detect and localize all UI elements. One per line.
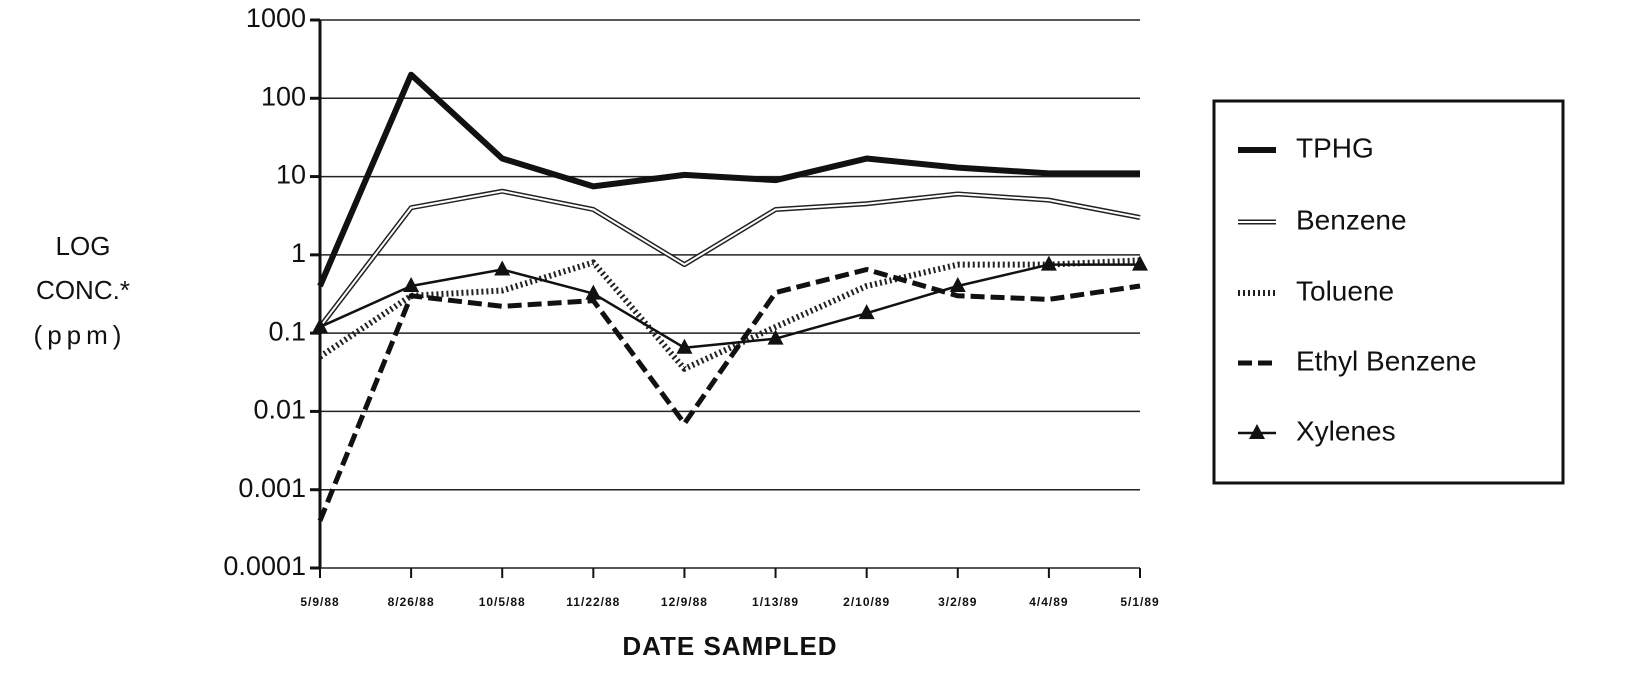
y-axis-label: CONC.* [36,275,130,305]
marker [1040,255,1057,271]
marker [949,277,966,293]
y-axis-label: (ppm) [34,320,127,350]
y-tick-label: 0.01 [253,395,306,425]
series-line [317,71,1140,288]
series-line-inner [319,190,1141,328]
series-line [318,188,1141,329]
series-line [319,263,1140,350]
legend-label: Benzene [1296,204,1407,235]
x-tick-label: 8/26/88 [388,595,435,609]
y-tick-label: 0.1 [268,316,306,346]
y-tick-label: 10 [276,160,306,190]
x-tick-label: 4/4/89 [1029,595,1068,609]
y-tick-label: 1 [291,238,306,268]
legend-label: Ethyl Benzene [1296,345,1477,376]
x-tick-label: 5/1/89 [1120,595,1159,609]
x-axis-label: DATE SAMPLED [622,631,837,661]
y-tick-label: 0.001 [238,473,306,503]
marker [403,277,420,293]
x-tick-label: 11/22/88 [566,595,620,609]
marker [494,260,511,276]
y-axis-label: LOG [56,231,111,261]
x-tick-label: 3/2/89 [938,595,977,609]
x-tick-label: 5/9/88 [300,595,339,609]
y-tick-label: 1000 [246,3,306,33]
x-tick-label: 2/10/89 [843,595,890,609]
x-tick-label: 12/9/88 [661,595,708,609]
series-line [317,267,1141,522]
legend-label: TPHG [1296,132,1374,163]
legend-label: Xylenes [1296,415,1396,446]
legend-box [1212,99,1565,485]
y-tick-label: 0.0001 [223,551,306,581]
marker [858,304,875,320]
marker [1132,255,1148,271]
x-tick-label: 1/13/89 [752,595,799,609]
legend-label: Toluene [1296,275,1394,306]
y-tick-label: 100 [261,81,306,111]
marker [676,338,693,354]
x-tick-label: 10/5/88 [479,595,526,609]
marker [312,317,328,333]
legend-marker [1249,424,1265,439]
marker [585,284,602,300]
series-line [318,257,1141,372]
marker [767,329,784,345]
